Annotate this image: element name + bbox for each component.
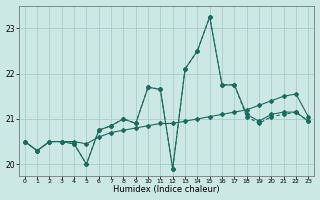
X-axis label: Humidex (Indice chaleur): Humidex (Indice chaleur): [113, 185, 220, 194]
